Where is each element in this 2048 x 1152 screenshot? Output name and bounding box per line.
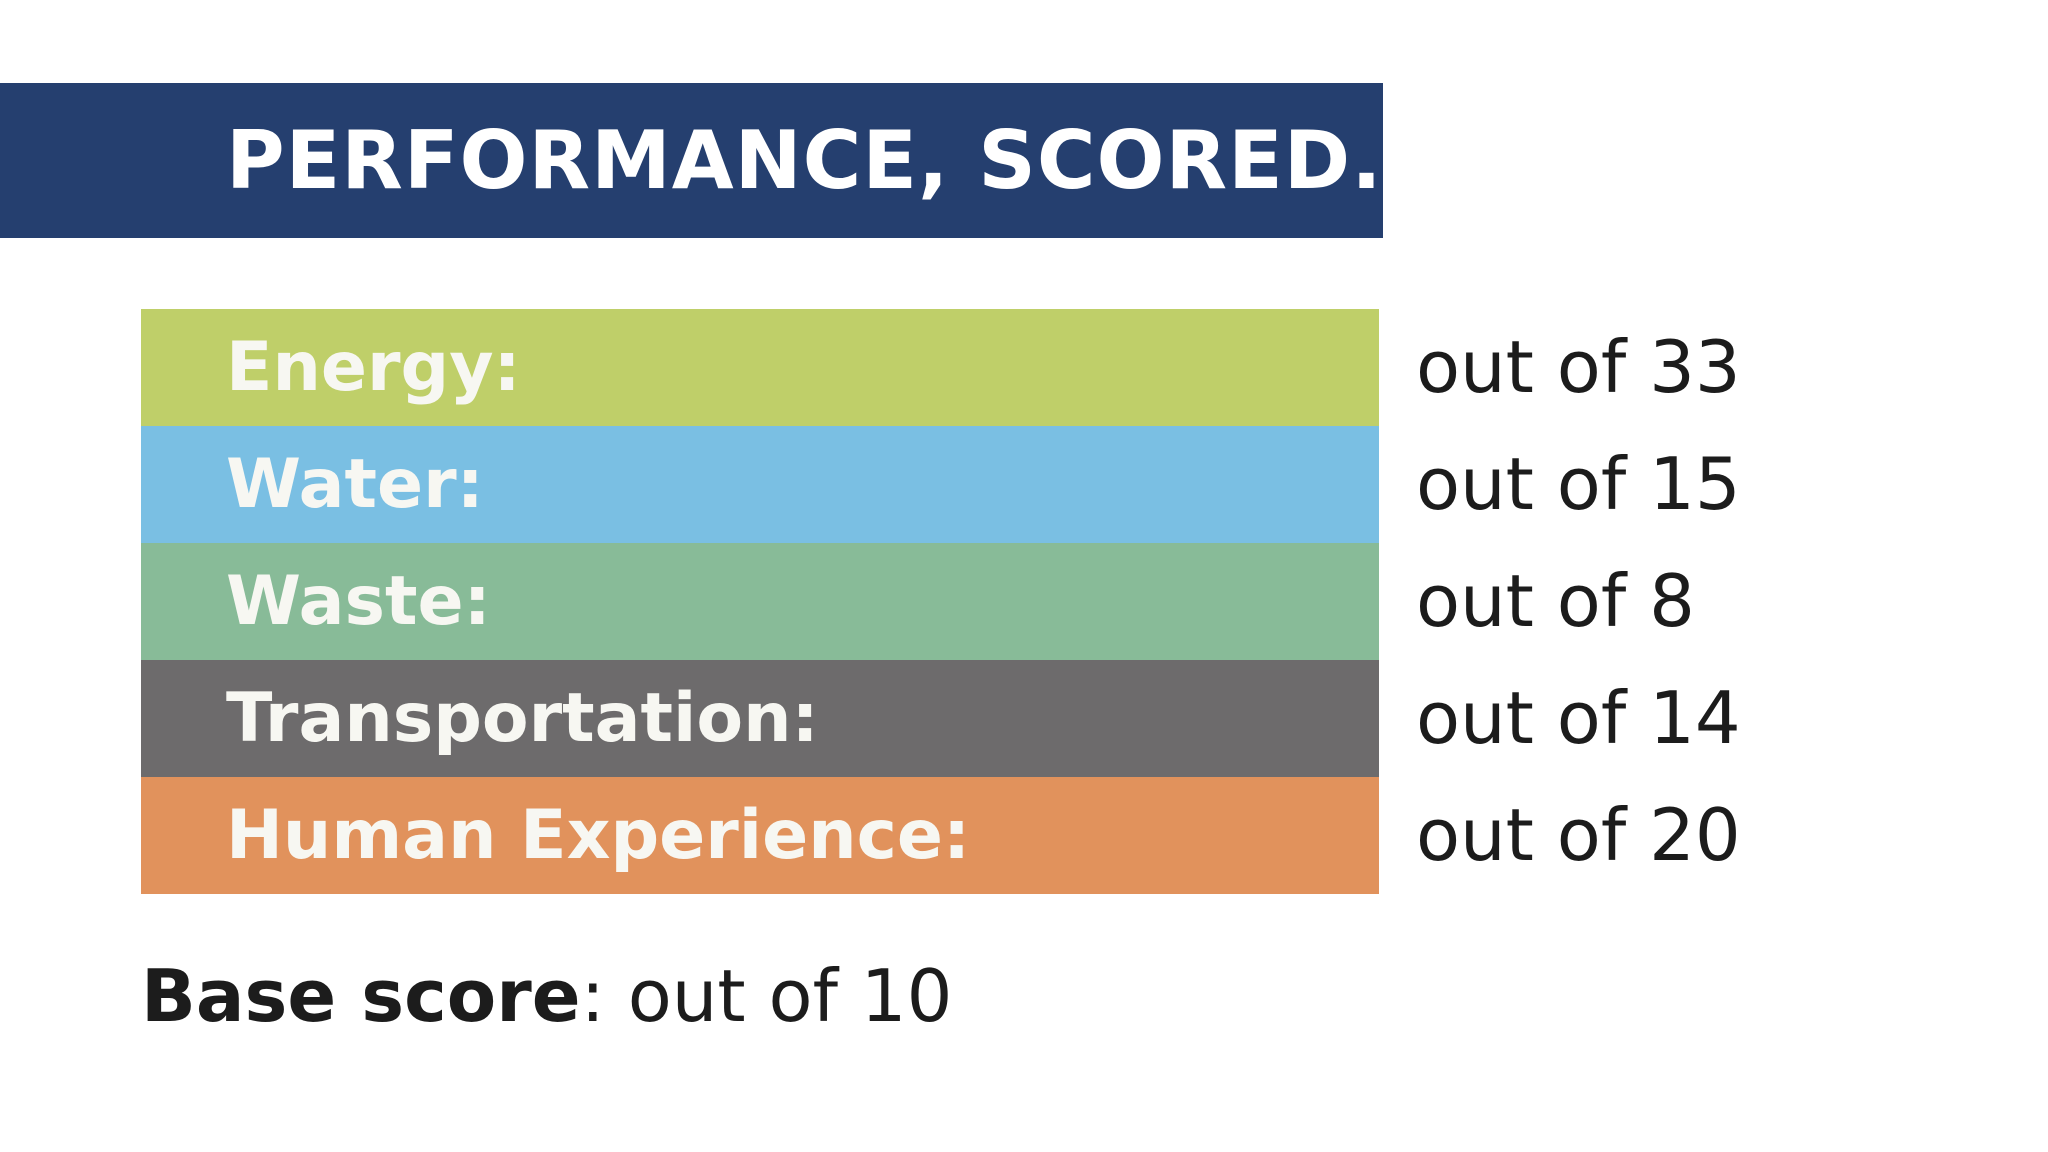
category-max-water: out of 15 (1416, 442, 1741, 526)
category-row-human-experience: Human Experience: out of 20 (141, 777, 1941, 894)
category-row-transportation: Transportation: out of 14 (141, 660, 1941, 777)
title-banner: PERFORMANCE, SCORED. (0, 83, 1383, 238)
category-row-water: Water: out of 15 (141, 426, 1941, 543)
category-label-transportation: Transportation: (226, 679, 819, 758)
category-row-energy: Energy: out of 33 (141, 309, 1941, 426)
category-label-waste: Waste: (226, 562, 491, 641)
category-label-human-experience: Human Experience: (226, 796, 971, 875)
category-bar-water (141, 426, 1379, 543)
category-max-human-experience: out of 20 (1416, 793, 1741, 877)
category-bar-human-experience (141, 777, 1379, 894)
category-max-transportation: out of 14 (1416, 676, 1741, 760)
category-bar-energy (141, 309, 1379, 426)
base-score: Base score: out of 10 (141, 946, 952, 1046)
category-bar-waste (141, 543, 1379, 660)
base-score-label: Base score (141, 954, 581, 1038)
base-score-separator: : (580, 954, 605, 1038)
score-table: Energy: out of 33 Water: out of 15 Waste… (141, 309, 1941, 894)
category-label-water: Water: (226, 445, 484, 524)
category-bar-transportation (141, 660, 1379, 777)
category-max-energy: out of 33 (1416, 325, 1741, 409)
base-score-value: out of 10 (604, 954, 953, 1038)
page-title: PERFORMANCE, SCORED. (226, 114, 1383, 207)
category-max-waste: out of 8 (1416, 559, 1695, 643)
category-label-energy: Energy: (226, 328, 521, 407)
category-row-waste: Waste: out of 8 (141, 543, 1941, 660)
